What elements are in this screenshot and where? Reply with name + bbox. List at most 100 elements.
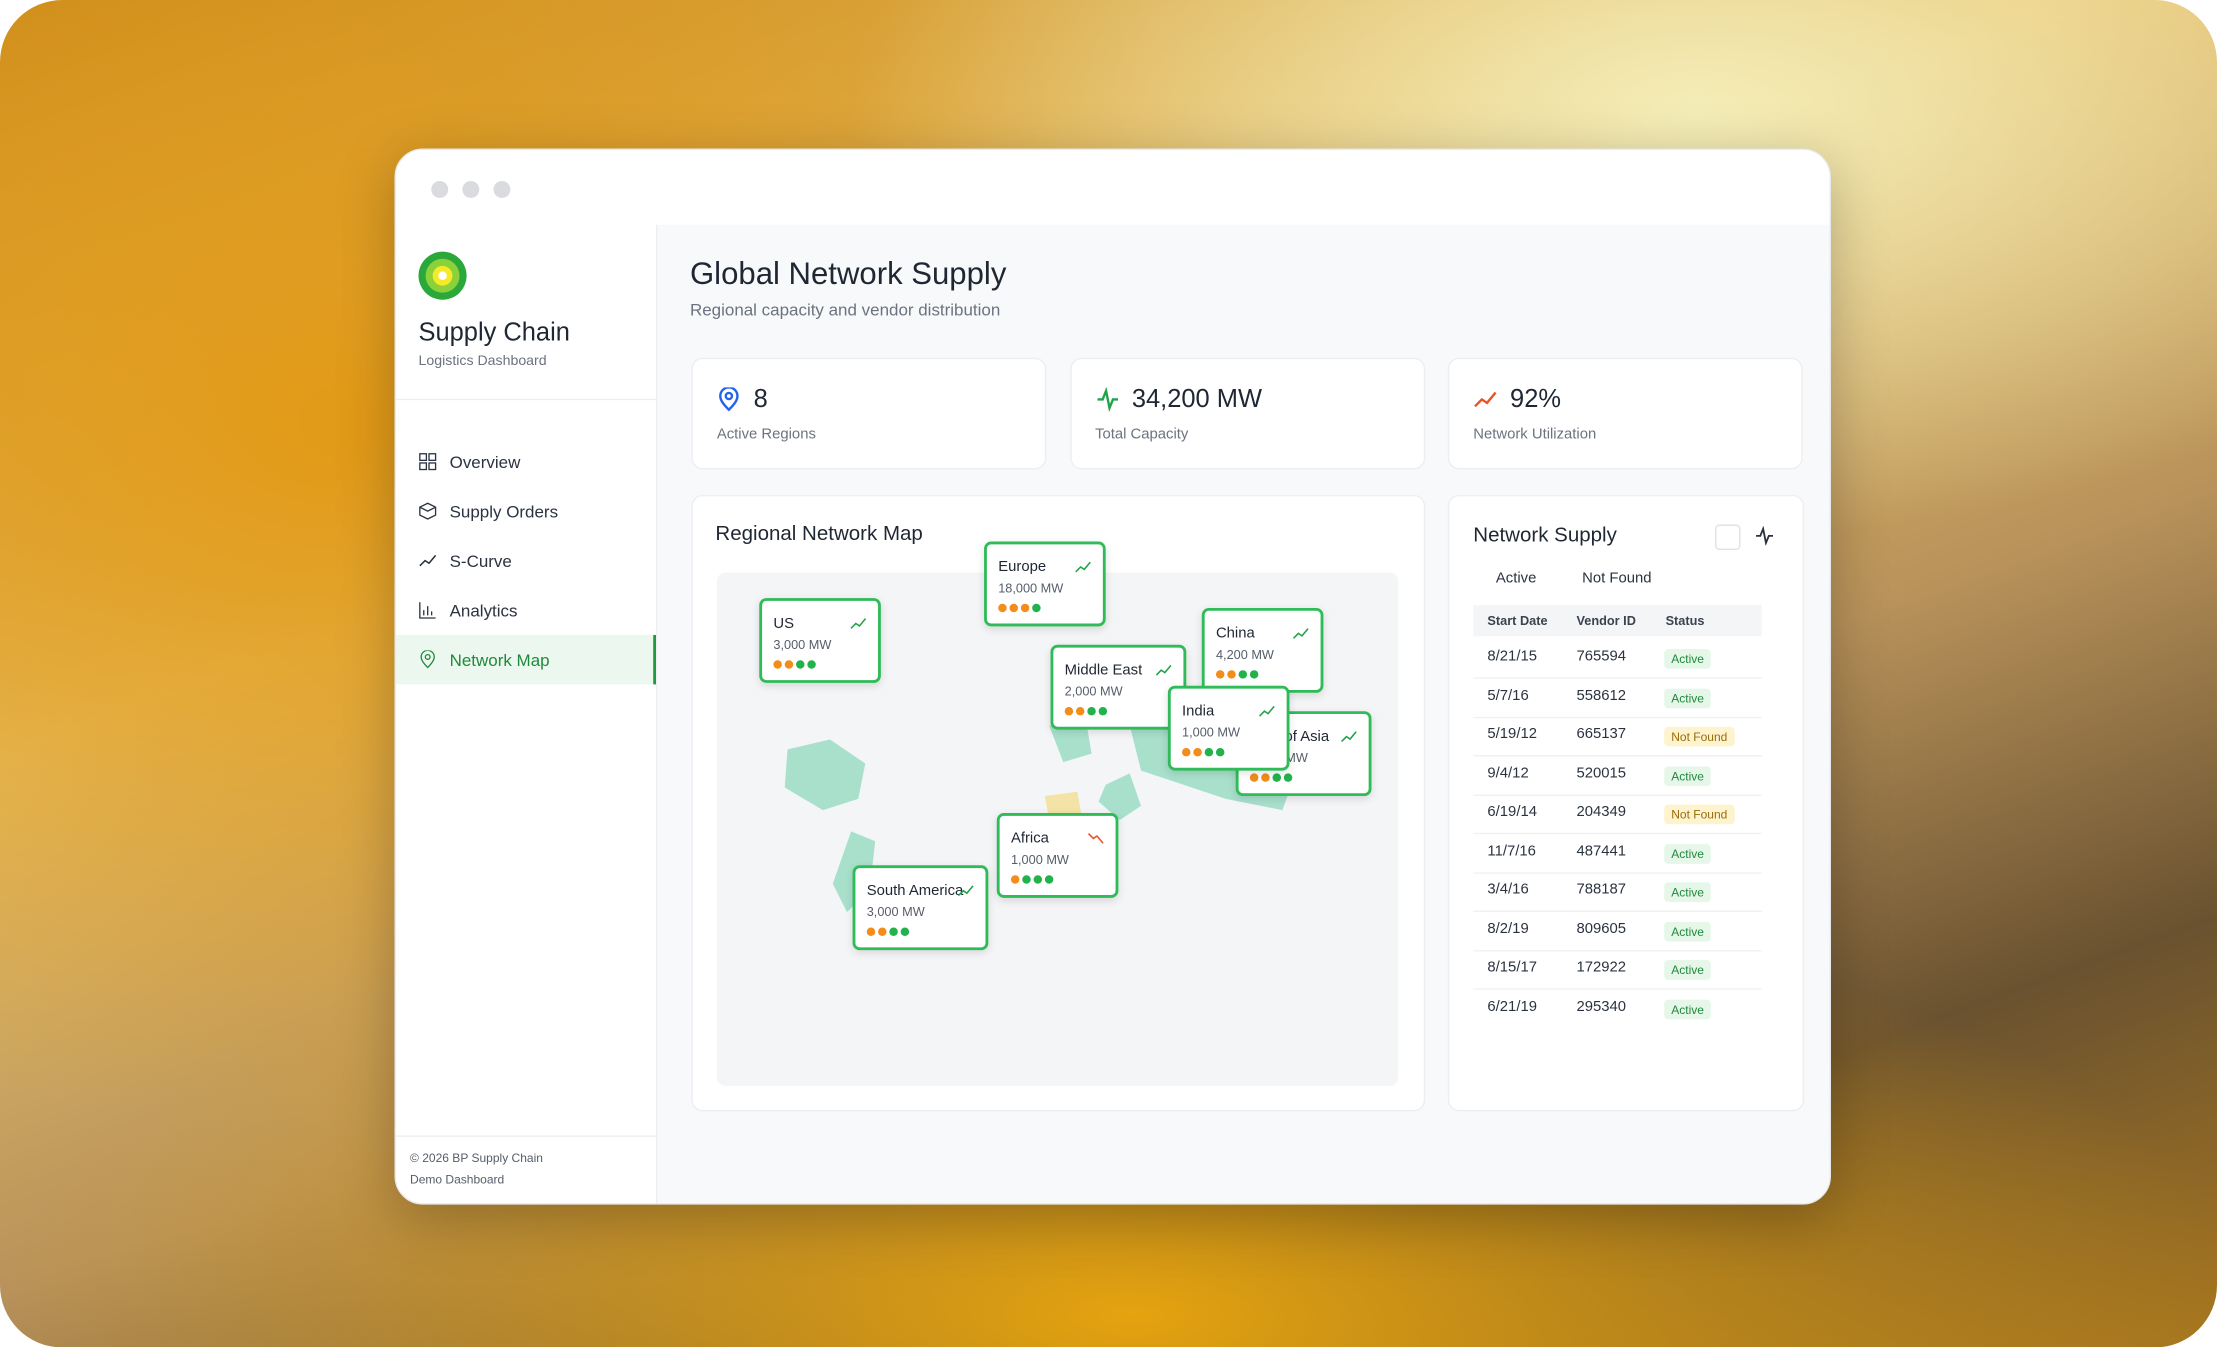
row-divider — [1473, 677, 1762, 679]
status-dot — [1020, 603, 1030, 613]
status-pill: Not Found — [1664, 804, 1735, 825]
nav-icon — [419, 602, 436, 619]
region-card[interactable]: Europe 18,000 MW — [984, 541, 1106, 627]
status-dot — [796, 660, 805, 669]
status-dot — [1033, 875, 1043, 884]
nav-item[interactable]: Overview — [396, 437, 656, 486]
title-bar — [395, 149, 1830, 225]
row-divider — [1473, 755, 1762, 757]
status-dot — [1064, 706, 1074, 716]
region-capacity: 3,000 MW — [866, 904, 925, 920]
nav-label: Analytics — [449, 600, 518, 620]
nav-icon — [419, 554, 437, 567]
activity-icon[interactable] — [1755, 525, 1775, 546]
window-dot[interactable] — [462, 180, 480, 198]
trend-icon — [1087, 833, 1104, 844]
status-dot — [1044, 875, 1054, 884]
region-name: India — [1182, 702, 1215, 720]
kpi-icon — [1096, 387, 1118, 412]
region-capacity: 1,000 MW — [1182, 725, 1241, 740]
status-pill: Active — [1664, 687, 1712, 708]
status-dot — [1204, 747, 1214, 757]
table-cell: 765594 — [1576, 647, 1627, 665]
region-card[interactable]: South America 3,000 MW — [852, 865, 989, 951]
region-card[interactable]: India 1,000 MW — [1167, 685, 1290, 771]
window-dot[interactable] — [431, 180, 449, 198]
status-dot — [1272, 773, 1281, 782]
region-capacity: 3,000 MW — [773, 637, 832, 652]
row-divider — [1473, 793, 1762, 796]
column-header: Start Date — [1487, 613, 1548, 628]
trend-icon — [1292, 628, 1309, 639]
kpi-card: 92% Network Utilization — [1447, 357, 1803, 470]
table-cell: 8/15/17 — [1487, 958, 1537, 976]
checkbox[interactable] — [1715, 524, 1741, 551]
status-pill: Not Found — [1664, 726, 1735, 747]
nav-item[interactable]: Analytics — [396, 585, 656, 634]
region-card[interactable]: China 4,200 MW — [1201, 607, 1324, 693]
status-pill: Active — [1664, 882, 1712, 903]
status-dot — [1075, 706, 1085, 716]
status-dot — [1010, 875, 1020, 884]
tab[interactable]: Not Found — [1582, 569, 1652, 587]
region-card[interactable]: Africa 1,000 MW — [996, 812, 1119, 898]
status-dot — [807, 660, 816, 669]
nav-icon — [419, 502, 437, 520]
table-cell: 809605 — [1576, 919, 1627, 937]
table-cell: 11/7/16 — [1487, 841, 1536, 859]
status-dot — [1215, 670, 1225, 679]
status-dot — [1227, 670, 1236, 679]
table-cell: 5/19/12 — [1487, 725, 1537, 743]
kpi-label: Total Capacity — [1095, 425, 1189, 443]
table-header — [1473, 605, 1762, 637]
kpi-label: Active Regions — [716, 425, 816, 443]
brand: Supply Chain — [418, 318, 570, 347]
nav-item[interactable]: Network Map — [395, 634, 657, 685]
region-card[interactable]: Middle East 2,000 MW — [1050, 644, 1187, 730]
kpi-card: 8 Active Regions — [691, 357, 1047, 470]
table-cell: 665137 — [1576, 725, 1627, 743]
logo — [418, 251, 467, 300]
kpi-icon — [1474, 391, 1497, 408]
kpi-icon — [719, 387, 739, 412]
status-dot — [1249, 670, 1259, 679]
region-card[interactable]: US 3,000 MW — [759, 598, 881, 683]
tab[interactable]: Active — [1495, 569, 1537, 587]
nav-label: Supply Orders — [449, 501, 559, 522]
region-capacity: 18,000 MW — [998, 581, 1064, 596]
footer-text: Demo Dashboard — [410, 1172, 505, 1187]
map-area: US 3,000 MW Europe 18,000 MW China 4,200 MW Mi… — [716, 541, 1399, 1086]
nav-item[interactable]: S-Curve — [396, 536, 656, 585]
row-divider — [1473, 871, 1762, 874]
kpi-value: 8 — [753, 384, 768, 413]
row-divider — [1473, 832, 1762, 835]
page-subtitle: Regional capacity and vendor distributio… — [689, 299, 1001, 320]
window-dot[interactable] — [493, 180, 511, 198]
table-cell: 9/4/12 — [1487, 764, 1529, 782]
status-dot — [773, 660, 782, 669]
status-dot — [878, 927, 887, 937]
status-dot — [998, 603, 1007, 613]
column-header: Status — [1665, 613, 1705, 628]
supply-card: Network Supply Active Not Found Start Date… — [1447, 494, 1805, 1112]
nav-item[interactable]: Supply Orders — [396, 486, 656, 535]
supply-title: Network Supply — [1473, 524, 1617, 548]
row-divider — [1473, 988, 1762, 990]
region-name: Middle East — [1064, 661, 1143, 679]
status-pill: Active — [1664, 998, 1712, 1019]
status-dot — [1087, 706, 1096, 716]
column-header: Vendor ID — [1576, 613, 1636, 628]
kpi-label: Network Utilization — [1473, 425, 1597, 443]
map-title: Regional Network Map — [715, 523, 923, 546]
table-cell: 295340 — [1576, 997, 1627, 1015]
nav-label: S-Curve — [449, 550, 512, 571]
trend-icon — [1075, 561, 1091, 573]
status-pill: Active — [1664, 843, 1712, 864]
region-capacity: 1,000 MW — [1010, 852, 1069, 867]
page-title: Global Network Supply — [689, 255, 1007, 292]
table-cell: 788187 — [1576, 880, 1627, 898]
status-dot — [1283, 773, 1293, 782]
trend-icon — [850, 618, 867, 629]
divider — [395, 1135, 657, 1137]
